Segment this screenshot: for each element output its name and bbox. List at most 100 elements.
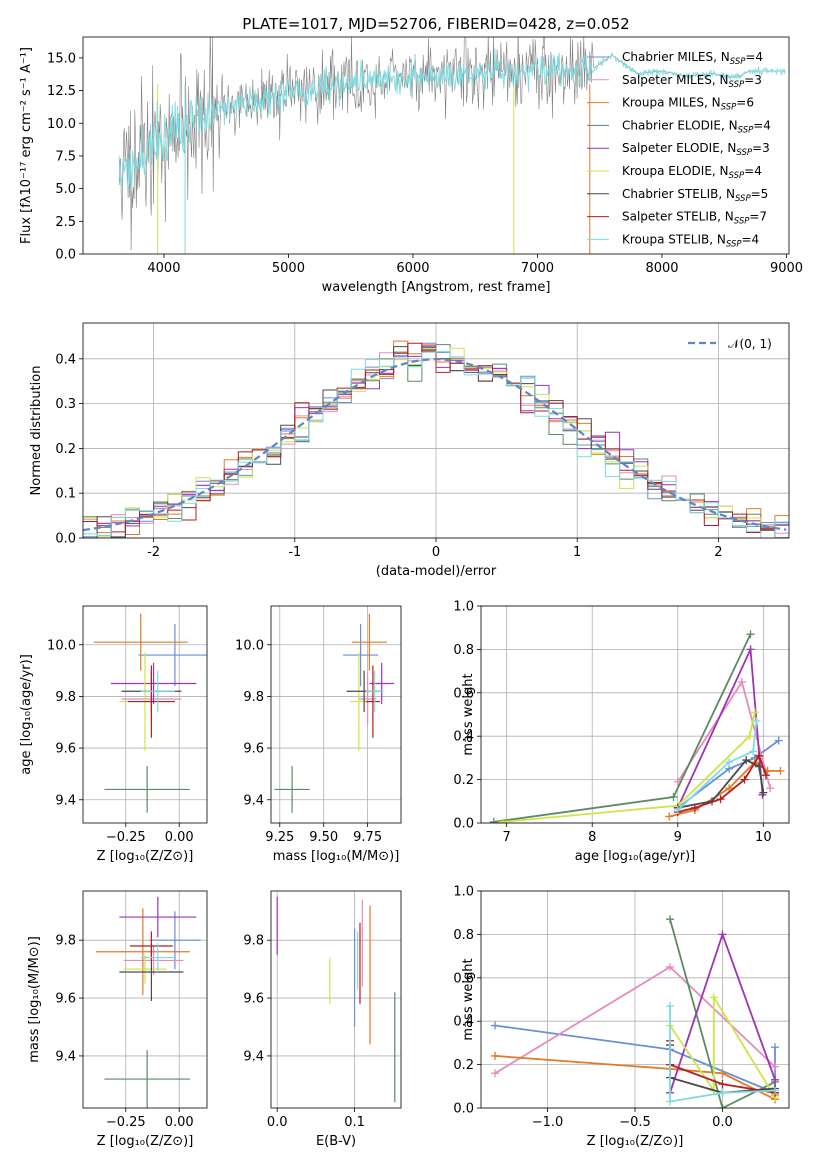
- weight-marker: [737, 677, 746, 686]
- y-tick-label: 9.6: [55, 992, 76, 1007]
- y-tick-label: 9.4: [55, 793, 76, 808]
- x-axis-label: Z [log₁₀(Z/Z⊙)]: [587, 1134, 684, 1149]
- x-tick-label: 7000: [521, 261, 554, 276]
- x-axis-label: Z [log₁₀(Z/Z⊙)]: [97, 849, 194, 864]
- x-tick-label: 0.0: [267, 1115, 288, 1130]
- y-tick-label: 9.8: [243, 934, 264, 949]
- x-tick-label: 1: [573, 545, 581, 560]
- weight-marker: [746, 630, 755, 639]
- y-tick-label: 9.8: [55, 934, 76, 949]
- y-tick-label: 0.3: [55, 397, 76, 412]
- weight-marker: [725, 758, 734, 767]
- weight-marker: [771, 1086, 779, 1095]
- y-axis-label: mass weight: [461, 958, 476, 1040]
- weight-marker: [665, 812, 674, 821]
- y-tick-label: 5.0: [55, 182, 76, 197]
- y-tick-label: 0.2: [453, 773, 474, 788]
- y-tick-label: 9.6: [55, 742, 76, 757]
- weight-marker: [759, 788, 768, 797]
- y-tick-label: 9.4: [243, 1049, 264, 1064]
- x-tick-label: 9: [674, 830, 682, 845]
- y-tick-label: 9.8: [55, 690, 76, 705]
- axes-frame: [82, 890, 208, 1109]
- y-tick-label: 1.0: [453, 885, 474, 900]
- mass-vs-metallicity-panel: −0.25 0.00 9.4 9.6 9.8 Z [log₁₀(Z/Z⊙)] mass [l…: [27, 890, 208, 1149]
- y-tick-label: 9.6: [243, 992, 264, 1007]
- plot-area: [276, 896, 396, 1103]
- weight-series-line: [669, 994, 776, 1098]
- legend-entry: Chabrier STELIB, NSSP=5: [622, 187, 768, 204]
- plot-area: [118, 37, 786, 254]
- weight-marker: [755, 762, 764, 771]
- weight-series-line: [669, 1006, 776, 1103]
- weight-series-line: [502, 712, 756, 823]
- y-tick-label: 10.0: [47, 117, 76, 132]
- y-tick-label: 9.4: [55, 1049, 76, 1064]
- residual-histogram-step: [83, 351, 789, 538]
- legend-entry: Kroupa STELIB, NSSP=4: [622, 232, 759, 249]
- x-tick-label: −0.25: [106, 1115, 146, 1130]
- x-axis-label: wavelength [Angstrom, rest frame]: [322, 280, 551, 295]
- weight-marker: [766, 784, 775, 793]
- model-spectrum-line: [118, 48, 786, 190]
- weight-marker: [498, 817, 507, 823]
- weight-marker: [746, 645, 755, 654]
- x-tick-label: 8000: [645, 261, 678, 276]
- x-tick-label: 9.75: [353, 830, 382, 845]
- y-axis-label: mass weight: [461, 673, 476, 755]
- weight-marker: [742, 756, 751, 765]
- x-tick-label: 6000: [396, 261, 429, 276]
- y-axis-label: Flux [fλ10⁻¹⁷ erg cm⁻² s⁻¹ A⁻¹]: [19, 47, 34, 244]
- weight-marker: [774, 736, 783, 745]
- y-tick-label: 0.2: [55, 442, 76, 457]
- y-tick-label: 0.8: [453, 928, 474, 943]
- y-axis-label: Normed distribution: [29, 366, 44, 496]
- legend-entry: Kroupa MILES, NSSP=6: [622, 96, 754, 113]
- y-axis-label: mass [log₁₀(M/M⊙)]: [27, 936, 42, 1063]
- weight-marker: [491, 1021, 499, 1030]
- weight-series-line: [677, 720, 758, 811]
- x-axis-label: age [log₁₀(age/yr)]: [575, 849, 696, 864]
- y-tick-label: 2.5: [55, 215, 76, 230]
- y-tick-label: 0.8: [453, 643, 474, 658]
- weight-marker: [718, 1080, 727, 1089]
- weight-marker: [776, 766, 785, 775]
- y-tick-label: 9.8: [243, 690, 264, 705]
- weight-marker: [718, 930, 727, 939]
- plot-area: [83, 340, 789, 538]
- x-tick-label: 9.25: [265, 830, 294, 845]
- x-tick-label: -1: [288, 545, 301, 560]
- y-axis-label: age [log₁₀(age/yr)]: [19, 654, 34, 775]
- weight-marker: [491, 1069, 499, 1078]
- weight-marker: [718, 1069, 727, 1078]
- legend-entry: Kroupa ELODIE, NSSP=4: [622, 164, 762, 181]
- weight-marker: [771, 1075, 779, 1084]
- weight-marker: [718, 1104, 727, 1108]
- axes-frame: [480, 890, 790, 1109]
- weight-marker: [755, 751, 764, 760]
- axes-frame: [480, 605, 790, 824]
- plot-area: [93, 613, 207, 813]
- x-tick-label: 0.1: [344, 1115, 365, 1130]
- x-tick-label: −1.0: [532, 1115, 564, 1130]
- x-tick-label: -2: [147, 545, 160, 560]
- x-tick-label: −0.25: [106, 830, 146, 845]
- spectrum-title: PLATE=1017, MJD=52706, FIBERID=0428, z=0…: [242, 15, 629, 33]
- y-tick-label: 0.6: [453, 971, 474, 986]
- weight-marker: [761, 771, 770, 780]
- weight-marker: [750, 708, 759, 717]
- weight-marker: [725, 784, 734, 793]
- weight-marker: [666, 1097, 674, 1106]
- weight-marker: [673, 805, 682, 814]
- weight-series-line: [677, 753, 767, 813]
- y-tick-label: 1.0: [453, 600, 474, 615]
- weight-marker: [771, 1062, 779, 1071]
- y-tick-label: 0.2: [453, 1058, 474, 1073]
- legend-entry: Chabrier ELODIE, NSSP=4: [622, 118, 771, 135]
- weight-marker: [491, 1051, 499, 1060]
- x-axis-label: (data-model)/error: [376, 564, 497, 579]
- axes-frame: [270, 605, 402, 824]
- x-tick-label: −0.5: [619, 1115, 651, 1130]
- x-tick-label: 9000: [770, 261, 803, 276]
- axes-frame: [82, 36, 790, 255]
